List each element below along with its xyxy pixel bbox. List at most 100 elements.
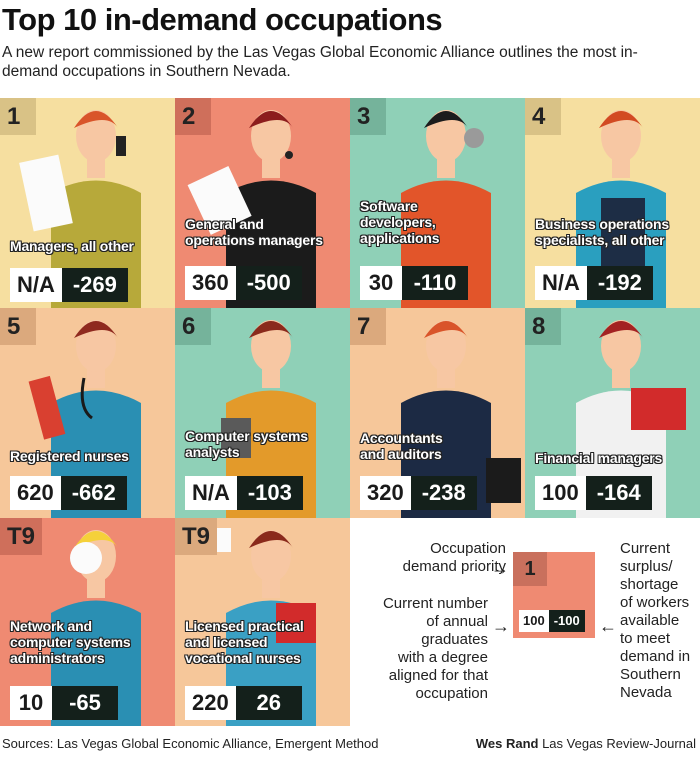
legend-surplus-line: surplus/ [620,558,673,575]
paper-icon [187,166,252,235]
occupation-tile: 6 Computer systems analysts N/A -103 [175,308,350,518]
arrow-left-icon: ← [599,616,617,636]
surplus-value: -103 [236,476,303,510]
pill-bottle-icon [213,528,231,552]
occupation-label: Computer systems analysts [185,428,308,460]
legend-priority-line-2: demand priority [402,558,506,575]
rank-badge: 3 [350,98,386,135]
neck-shape [262,576,280,598]
graduates-value: 620 [10,476,61,510]
occupation-label-line: General and [185,216,264,232]
surplus-value: -238 [410,476,477,510]
occupation-label-line: and licensed [185,634,268,650]
hair-shape [249,321,293,338]
graduates-value: 220 [185,686,236,720]
neck-shape [87,366,105,388]
briefcase-icon [486,458,521,503]
neck-shape [262,156,280,178]
legend-sample-rank: 1 [513,552,547,586]
surplus-value: 26 [235,686,302,720]
occupation-tile: 1 Managers, all other N/A -269 [0,98,175,308]
legend-sample-surplus: -100 [548,610,585,632]
surplus-value: -192 [586,266,653,300]
occupation-label-line: analysts [185,444,240,460]
rank-badge: 6 [175,308,211,345]
occupation-label-line: Managers, all other [10,238,134,254]
graduates-value: N/A [535,266,587,300]
surplus-value: -269 [61,268,128,302]
occupation-label-line: operations managers [185,232,323,248]
occupation-label-line: Software [360,198,418,214]
legend-graduates-line: of annual [426,613,488,630]
graduates-value: N/A [185,476,237,510]
hair-shape [74,531,118,548]
rank-badge: 1 [0,98,36,135]
legend-surplus-line: available [620,612,680,629]
neck-shape [87,576,105,598]
hair-shape [249,531,293,548]
occupation-tile: 8 Financial managers 100 -164 [525,308,700,518]
hair-shape [74,111,118,128]
headset-icon [285,151,293,159]
legend-graduates-line: with a degree [397,649,488,666]
sources-note: Sources: Las Vegas Global Economic Allia… [2,736,379,751]
clipboard-icon [28,375,66,440]
occupation-label: Accountants and auditors [360,430,443,462]
occupation-label: Software developers, applications [360,198,439,246]
legend-surplus-line: demand in [620,648,691,665]
legend-graduates-line: aligned for that [388,667,488,684]
occupation-label-line: Business operations [535,216,669,232]
rank-badge: T9 [0,518,43,555]
page-subtitle: A new report commissioned by the Las Veg… [2,44,638,80]
occupation-label: Financial managers [535,450,662,466]
occupation-grid: 1 Managers, all other N/A -269 2 General and… [0,98,700,726]
hair-shape [424,321,468,338]
occupation-label-line: applications [360,230,440,246]
numbers-row: 360 -500 [185,266,302,300]
numbers-row: 100 -164 [535,476,652,510]
occupation-label: Managers, all other [10,238,134,254]
legend-graduates-line: occupation [415,685,488,702]
rank-badge: 4 [525,98,561,135]
legend-graduates-label: Current number of annual graduates with a d… [350,595,488,703]
occupation-label-line: and auditors [360,446,442,462]
numbers-row: 620 -662 [10,476,127,510]
rank-badge: 2 [175,98,211,135]
surplus-value: -110 [402,266,468,300]
occupation-label: Business operations specialists, all othe… [535,216,669,248]
medical-bag-icon [276,603,316,643]
occupation-label-line: Computer systems [185,428,308,444]
credit-line: Wes Rand Las Vegas Review-Journal [476,736,696,751]
occupation-label: Licensed practical and licensed vocational… [185,618,304,666]
neck-shape [262,366,280,388]
legend-sample-graduates: 100 [519,610,549,632]
occupation-label-line: Accountants [360,430,443,446]
numbers-row: 320 -238 [360,476,477,510]
legend-graduates-line: Current number [382,595,488,612]
hair-shape [599,111,643,128]
graduates-value: 360 [185,266,236,300]
legend-surplus-line: to meet [620,630,671,647]
graduates-value: 10 [10,686,52,720]
numbers-row: N/A -269 [10,268,128,302]
occupation-label-line: Financial managers [535,450,663,466]
surplus-value: -662 [60,476,127,510]
legend-surplus-line: Current [620,540,671,557]
legend-priority-line-1: Occupation [430,540,506,557]
rank-badge: 7 [350,308,386,345]
graduates-value: 320 [360,476,411,510]
clipboard-icon [601,198,645,268]
occupation-tile: 7 Accountants and auditors 320 -238 [350,308,525,518]
occupation-label-line: specialists, all other [535,232,665,248]
occupation-tile: T9 Network and computer systems administrat… [0,518,175,726]
neck-shape [437,156,455,178]
stethoscope-icon [80,377,93,420]
occupation-label-line: Registered nurses [10,448,129,464]
numbers-row: 30 -110 [360,266,468,300]
occupation-tile: 3 Software developers, applications 30 -110 [350,98,525,308]
numbers-row: 220 26 [185,686,302,720]
legend-surplus-line: shortage [620,576,679,593]
graduates-value: 30 [360,266,402,300]
legend-sample-tile: 1 100 -100 [513,552,595,638]
credit-outlet: Las Vegas Review-Journal [542,736,696,751]
